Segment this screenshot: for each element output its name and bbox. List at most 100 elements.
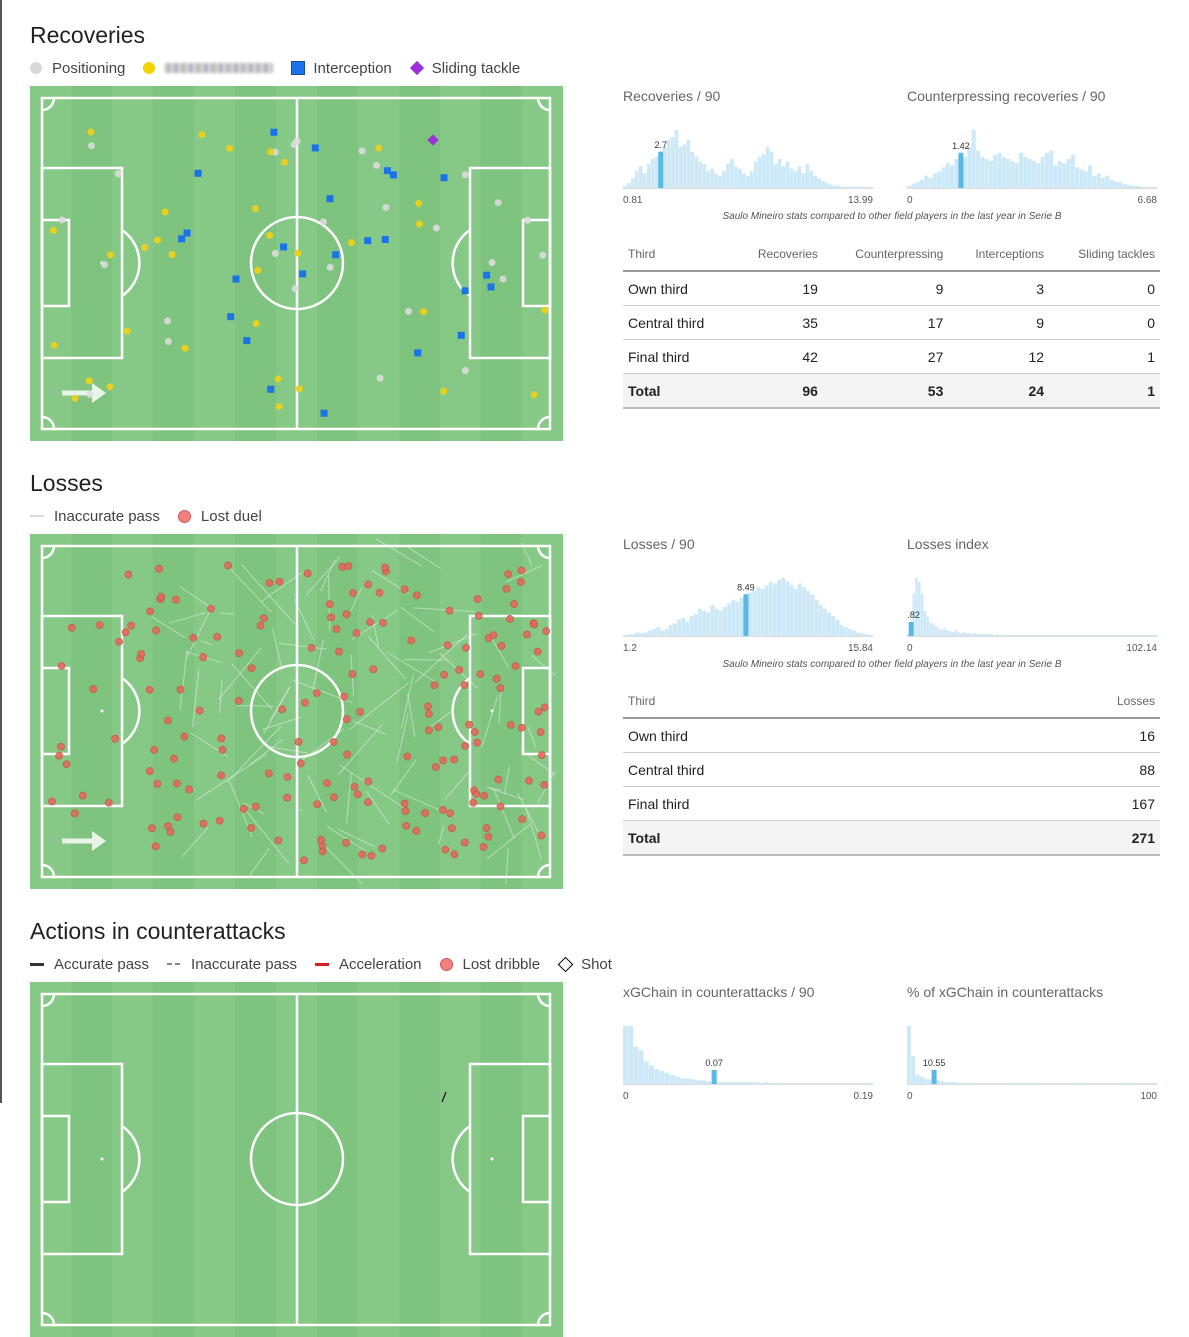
hist-bar <box>848 629 852 636</box>
hist-bar <box>736 602 740 636</box>
hist-bar <box>1099 1083 1103 1084</box>
hist-bar <box>1019 153 1023 188</box>
yellow-recovery-dot <box>50 227 57 234</box>
hist-bar <box>1063 635 1065 636</box>
red-dot-icon <box>440 958 453 971</box>
lost-duel-dot <box>173 780 180 787</box>
hist-title-pct-xgchain: % of xGChain in counterattacks <box>907 984 1103 1000</box>
recoveries-legend: Positioning Interception Sliding tackle <box>30 58 538 78</box>
hist-bar <box>920 180 924 188</box>
hist-title-losses-index: Losses index <box>907 536 989 552</box>
hist-bar <box>1140 635 1142 636</box>
hist-max-label: 0.19 <box>854 1091 873 1102</box>
hist-bar <box>1126 635 1128 636</box>
hist-bar <box>1099 635 1101 636</box>
hist-bar <box>675 1077 680 1084</box>
lost-duel-dot <box>335 648 342 655</box>
hist-bar <box>949 631 951 636</box>
lost-duel-dot <box>506 615 513 622</box>
lost-duel-dot <box>154 780 161 787</box>
hist-bar <box>929 178 933 188</box>
lost-duel-dot <box>218 772 225 779</box>
lost-duel-dot <box>461 682 468 689</box>
hist-bar <box>961 1083 965 1084</box>
hist-bar <box>671 137 675 188</box>
hist-bar <box>644 1062 649 1084</box>
lost-duel-dot <box>319 848 326 855</box>
hist-bar <box>1153 187 1157 188</box>
hist-bar <box>715 609 719 636</box>
hist-bar <box>946 630 948 636</box>
lost-duel-dot <box>218 735 225 742</box>
hist-bar <box>679 147 683 188</box>
hist-bar <box>941 167 945 188</box>
interception-marker <box>390 171 397 178</box>
hist-bar <box>790 1083 795 1084</box>
hist-bar <box>701 1080 706 1084</box>
hist-bar <box>732 1082 737 1084</box>
hist-bar <box>810 171 814 188</box>
hist-bar <box>928 1079 932 1084</box>
lost-duel-dot <box>219 746 226 753</box>
interception-marker <box>270 129 277 136</box>
hist-bar <box>957 632 959 636</box>
hist-bar <box>798 583 802 636</box>
hist-bar <box>1074 1083 1078 1084</box>
yellow-recovery-dot <box>531 391 538 398</box>
hist-bar <box>837 186 841 188</box>
hist-bar <box>673 623 677 636</box>
player-value-label: 8.49 <box>737 582 755 592</box>
positioning-dot <box>489 259 496 266</box>
gray-line-icon <box>30 515 44 517</box>
hist-bar <box>655 157 659 188</box>
hist-bar <box>823 609 827 636</box>
hist-bar <box>1024 635 1026 636</box>
hist-bar <box>1124 635 1126 636</box>
hist-bar <box>1032 635 1034 636</box>
hist-bar <box>790 169 794 188</box>
hist-bar <box>774 1083 779 1084</box>
positioning-dot <box>88 142 95 149</box>
lost-duel-dot <box>327 614 334 621</box>
hist-bar <box>623 1026 628 1084</box>
interception-marker <box>414 349 421 356</box>
legend-blurred <box>143 62 291 74</box>
hist-bar <box>1040 1083 1044 1084</box>
hist-bar <box>698 161 702 188</box>
pitch-stripe <box>522 982 563 1337</box>
hist-bar <box>644 632 648 636</box>
positioning-dot <box>373 162 380 169</box>
lost-duel-dot <box>470 799 477 806</box>
interception-marker <box>312 144 319 151</box>
hist-bar <box>1049 1083 1053 1084</box>
player-value-label: 2.7 <box>654 140 667 150</box>
blurred-label <box>165 63 273 73</box>
player-value-label: 10.55 <box>923 1058 946 1068</box>
lost-duel-dot <box>403 822 410 829</box>
hist-bar <box>669 625 673 636</box>
hist-bar <box>633 1047 638 1084</box>
lost-duel-dot <box>248 824 255 831</box>
hist-bar <box>746 176 750 188</box>
yellow-recovery-dot <box>141 244 148 251</box>
hist-bar <box>686 140 690 188</box>
pitch-stripe <box>440 982 481 1337</box>
hist-bar <box>702 611 706 636</box>
positioning-dot <box>382 204 389 211</box>
hist-bar <box>690 152 694 188</box>
hist-bar <box>740 598 744 636</box>
lost-duel-dot <box>155 565 162 572</box>
player-bar <box>712 1070 717 1084</box>
hist-bar <box>639 1050 644 1084</box>
hist-bar <box>816 1083 821 1084</box>
hist-bar <box>1107 635 1109 636</box>
hist-bar <box>781 578 785 636</box>
hist-bar <box>954 159 958 188</box>
hist-bar <box>651 159 655 188</box>
hist-bar <box>1054 165 1058 188</box>
lost-duel-dot <box>235 697 242 704</box>
blue-square-icon <box>291 61 305 75</box>
hist-bar <box>852 1083 857 1084</box>
